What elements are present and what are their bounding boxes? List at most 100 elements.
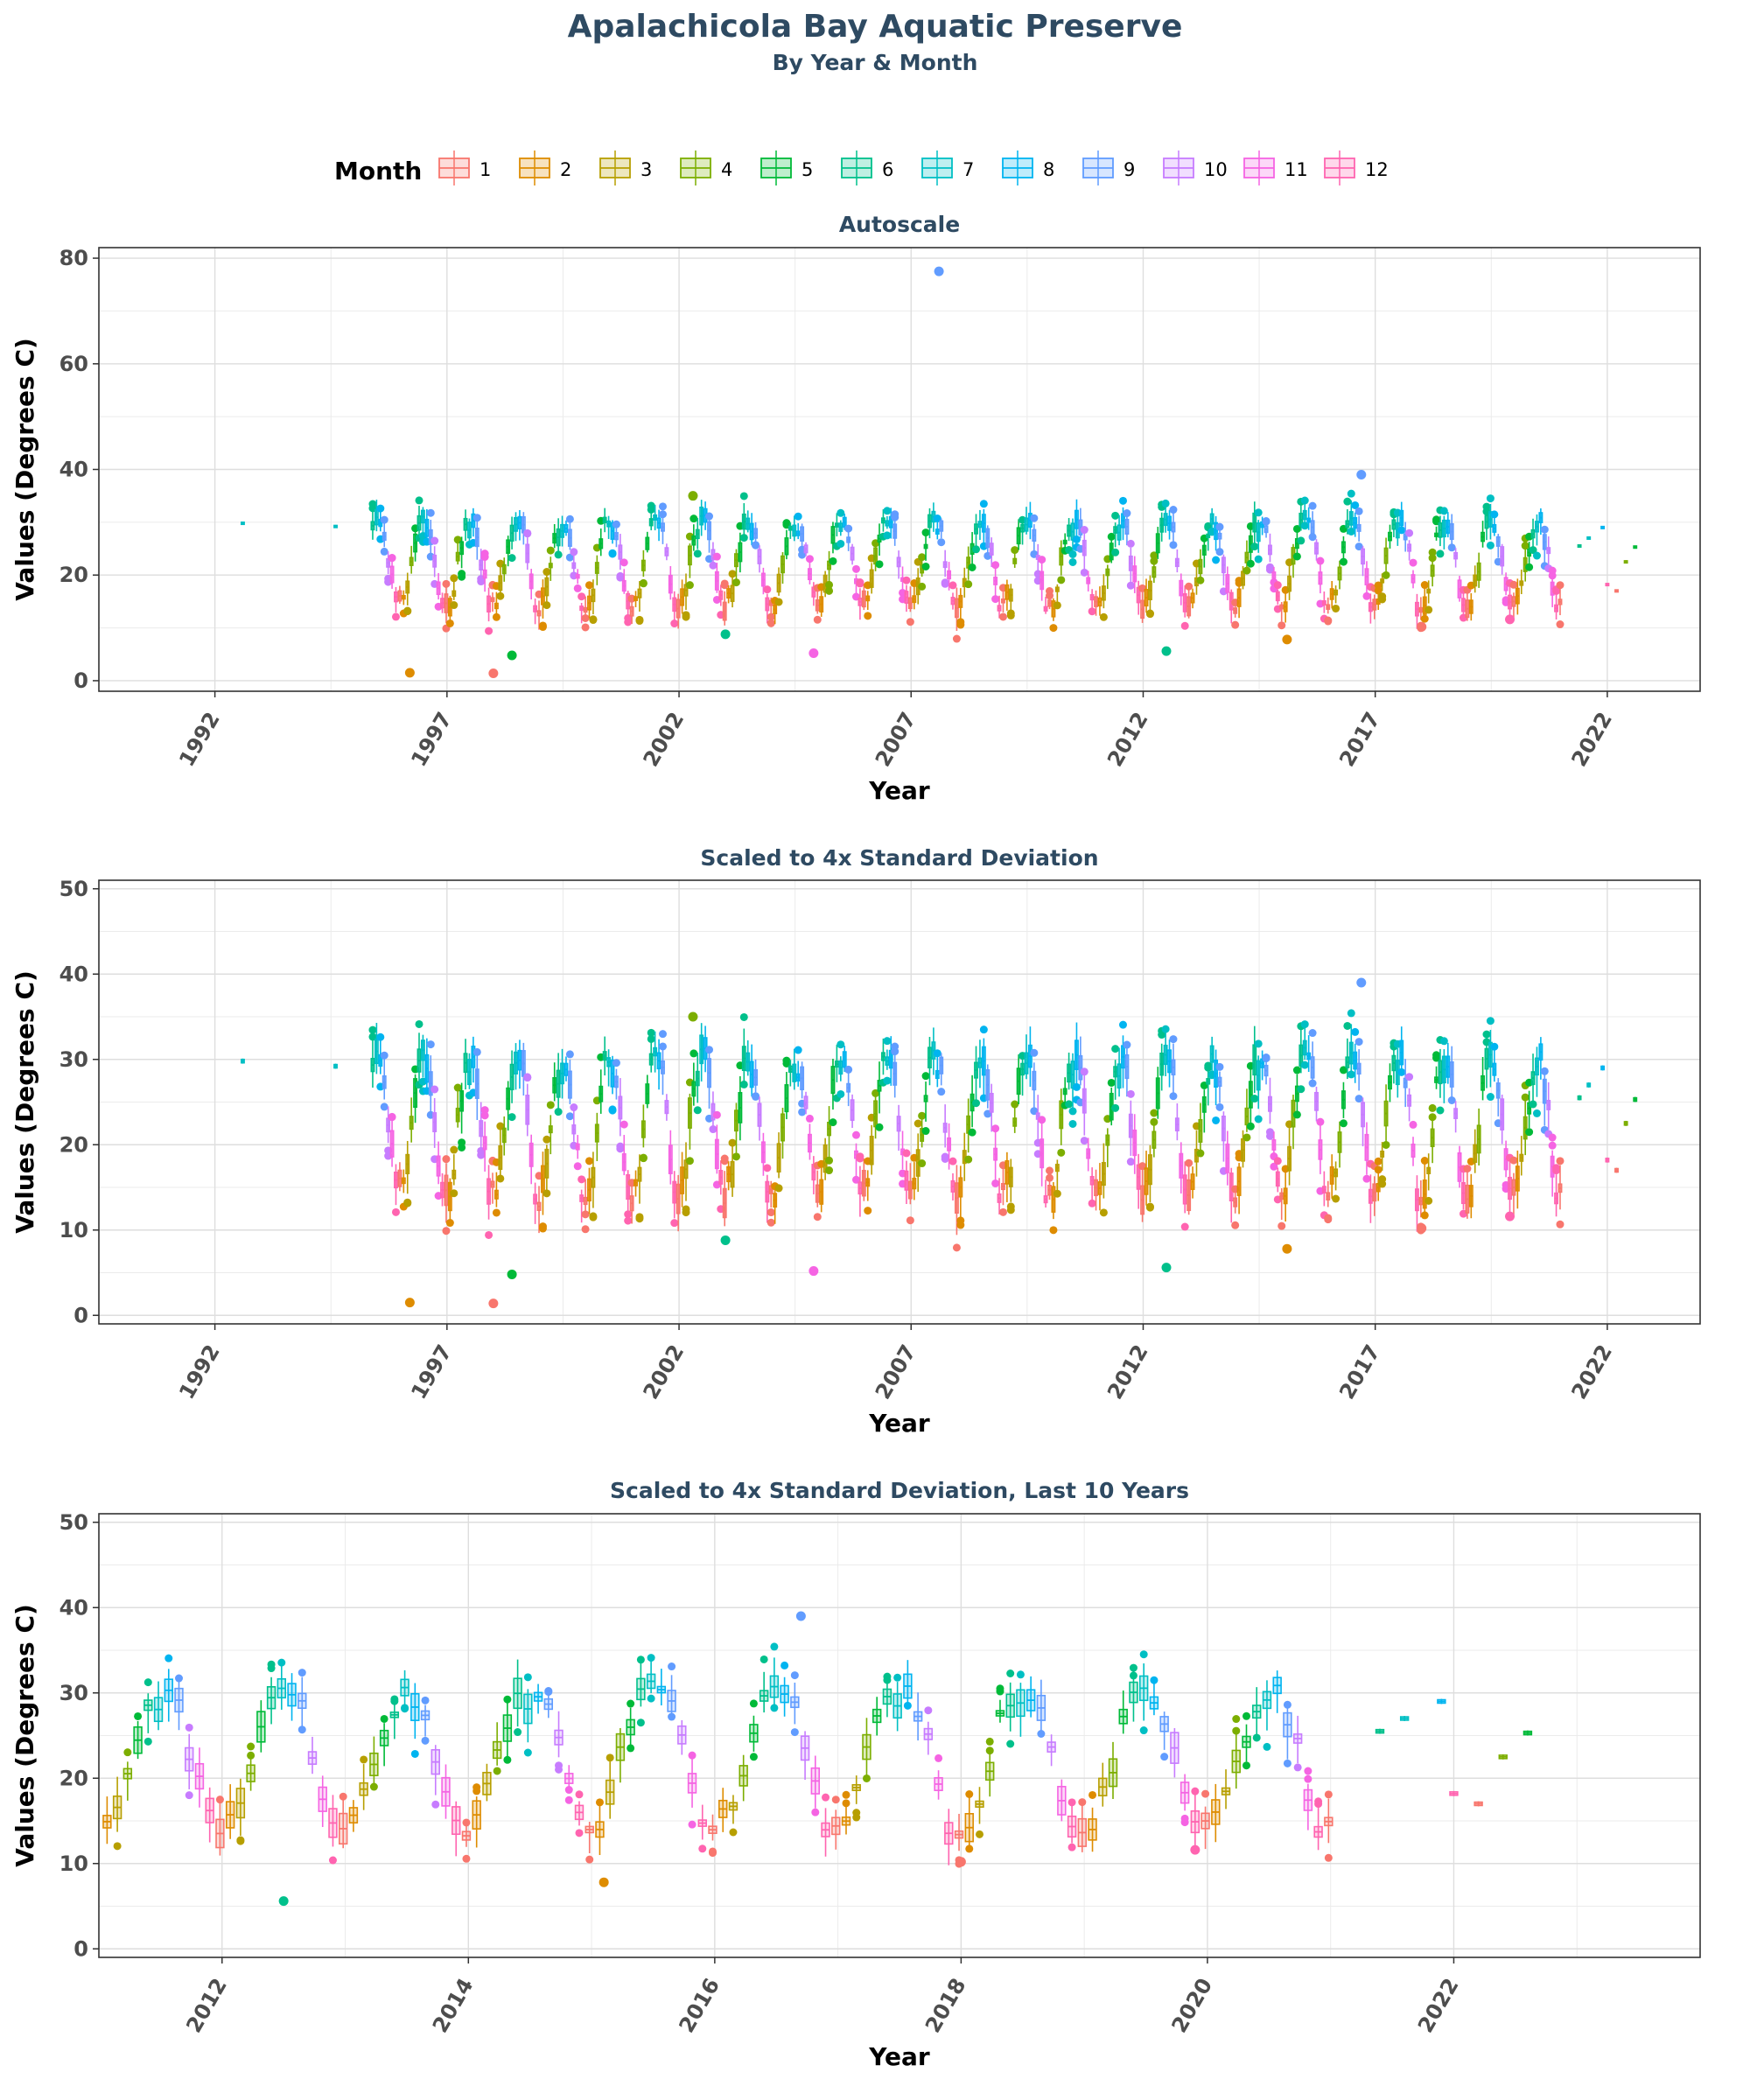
box-month-3 bbox=[1378, 1142, 1387, 1188]
box-month-1 bbox=[1324, 1790, 1334, 1862]
outlier-point bbox=[1556, 581, 1564, 590]
box-month-11 bbox=[1225, 1130, 1230, 1186]
x-tick-label: 2017 bbox=[1334, 1340, 1385, 1404]
outlier-point bbox=[1420, 1157, 1429, 1166]
outlier-point bbox=[430, 1085, 439, 1094]
box-month-9 bbox=[984, 1064, 992, 1118]
box-month-1 bbox=[1094, 1169, 1099, 1211]
box-month-12 bbox=[670, 591, 679, 628]
outlier-point bbox=[442, 1227, 451, 1236]
box-month-4 bbox=[918, 1111, 927, 1168]
y-tick-label: 20 bbox=[60, 1766, 88, 1790]
outlier-point bbox=[658, 1042, 667, 1051]
outlier-point bbox=[542, 568, 551, 577]
box-month-8 bbox=[1538, 508, 1544, 536]
outlier-point bbox=[1190, 1844, 1200, 1855]
box-month-12 bbox=[1313, 1797, 1323, 1851]
box-month-11 bbox=[480, 550, 489, 592]
box-month-11 bbox=[1179, 573, 1184, 606]
box-month-4 bbox=[685, 532, 694, 590]
x-tick-label: 1992 bbox=[174, 708, 225, 771]
box-month-7 bbox=[699, 1023, 704, 1082]
box-month-7 bbox=[1486, 494, 1494, 550]
box-month-6 bbox=[1297, 497, 1306, 545]
outlier-point bbox=[360, 1755, 368, 1764]
box-month-7 bbox=[374, 499, 379, 532]
outlier-point bbox=[998, 612, 1007, 621]
outlier-point bbox=[1324, 1215, 1333, 1224]
box-month-12 bbox=[670, 1171, 679, 1228]
outlier-point bbox=[1482, 1030, 1491, 1039]
box-month-10 bbox=[989, 1083, 994, 1132]
box-month-10 bbox=[664, 1094, 669, 1121]
box-month-12 bbox=[1273, 581, 1282, 613]
outlier-point bbox=[1405, 528, 1414, 537]
outlier-point bbox=[766, 612, 775, 621]
outlier-point bbox=[732, 1152, 740, 1161]
box-month-6 bbox=[739, 1012, 748, 1088]
box-month-3 bbox=[1424, 580, 1433, 614]
outlier-point bbox=[215, 1796, 224, 1804]
outlier-point bbox=[875, 1123, 884, 1131]
y-tick-label: 20 bbox=[60, 1132, 88, 1157]
outlier-point bbox=[388, 554, 396, 563]
x-tick-label: 2007 bbox=[871, 1340, 921, 1404]
box-month-11 bbox=[620, 1120, 628, 1176]
outlier-point bbox=[1088, 1199, 1096, 1208]
box-month-2 bbox=[1004, 579, 1010, 611]
box-month-3 bbox=[682, 573, 690, 621]
outlier-point bbox=[1250, 542, 1259, 551]
box-month-5 bbox=[749, 1699, 759, 1761]
outlier-point bbox=[458, 1138, 466, 1147]
outlier-point bbox=[790, 1671, 799, 1680]
outlier-point bbox=[1552, 1166, 1561, 1175]
x-tick-label: 2018 bbox=[920, 1974, 971, 2037]
box-month-7 bbox=[560, 515, 565, 547]
box-month-8 bbox=[1351, 500, 1360, 537]
box-month-2 bbox=[956, 588, 965, 629]
box-month-2 bbox=[964, 1790, 974, 1853]
outlier-point bbox=[1300, 1020, 1309, 1029]
outlier-point bbox=[403, 606, 412, 615]
outlier-point bbox=[380, 515, 388, 524]
y-tick-label: 10 bbox=[60, 1852, 88, 1876]
box-month-12 bbox=[624, 1170, 633, 1225]
outlier-point bbox=[488, 668, 499, 678]
box-month-9 bbox=[1447, 514, 1456, 552]
box-month-4 bbox=[546, 546, 555, 581]
box-month-5 bbox=[256, 1700, 266, 1753]
outlier-point bbox=[573, 1162, 582, 1171]
outlier-point bbox=[1292, 1066, 1301, 1074]
outlier-point bbox=[1324, 1853, 1333, 1862]
box-month-4 bbox=[1623, 560, 1628, 564]
box-month-11 bbox=[441, 1764, 451, 1819]
box-month-6 bbox=[1482, 502, 1491, 541]
box-month-8 bbox=[656, 1039, 662, 1090]
panel-title: Autoscale bbox=[839, 212, 960, 237]
box-month-10 bbox=[1265, 1077, 1274, 1140]
box-month-7 bbox=[1532, 1046, 1541, 1117]
outlier-point bbox=[972, 545, 981, 554]
box-month-8 bbox=[1272, 1670, 1282, 1713]
outlier-point bbox=[1080, 1068, 1088, 1076]
legend-label: 12 bbox=[1365, 159, 1389, 180]
outlier-point bbox=[1145, 610, 1154, 619]
outlier-point bbox=[688, 1820, 696, 1829]
box-month-9 bbox=[913, 1692, 923, 1741]
outlier-point bbox=[410, 1749, 419, 1758]
legend-label: 10 bbox=[1204, 159, 1228, 180]
box-month-6 bbox=[1111, 511, 1120, 556]
outlier-point bbox=[1099, 1208, 1108, 1217]
box-month-4 bbox=[501, 1116, 507, 1156]
box-month-9 bbox=[1215, 1062, 1224, 1111]
outlier-point bbox=[1129, 1671, 1138, 1680]
outlier-point bbox=[472, 1047, 481, 1056]
outlier-point bbox=[380, 1714, 388, 1723]
outlier-point bbox=[555, 1761, 564, 1770]
box-month-11 bbox=[1132, 1114, 1138, 1174]
box-month-8 bbox=[780, 1661, 789, 1717]
box-month-8 bbox=[1600, 1065, 1606, 1071]
box-month-9 bbox=[844, 1065, 853, 1107]
box-month-3 bbox=[1098, 1762, 1108, 1807]
